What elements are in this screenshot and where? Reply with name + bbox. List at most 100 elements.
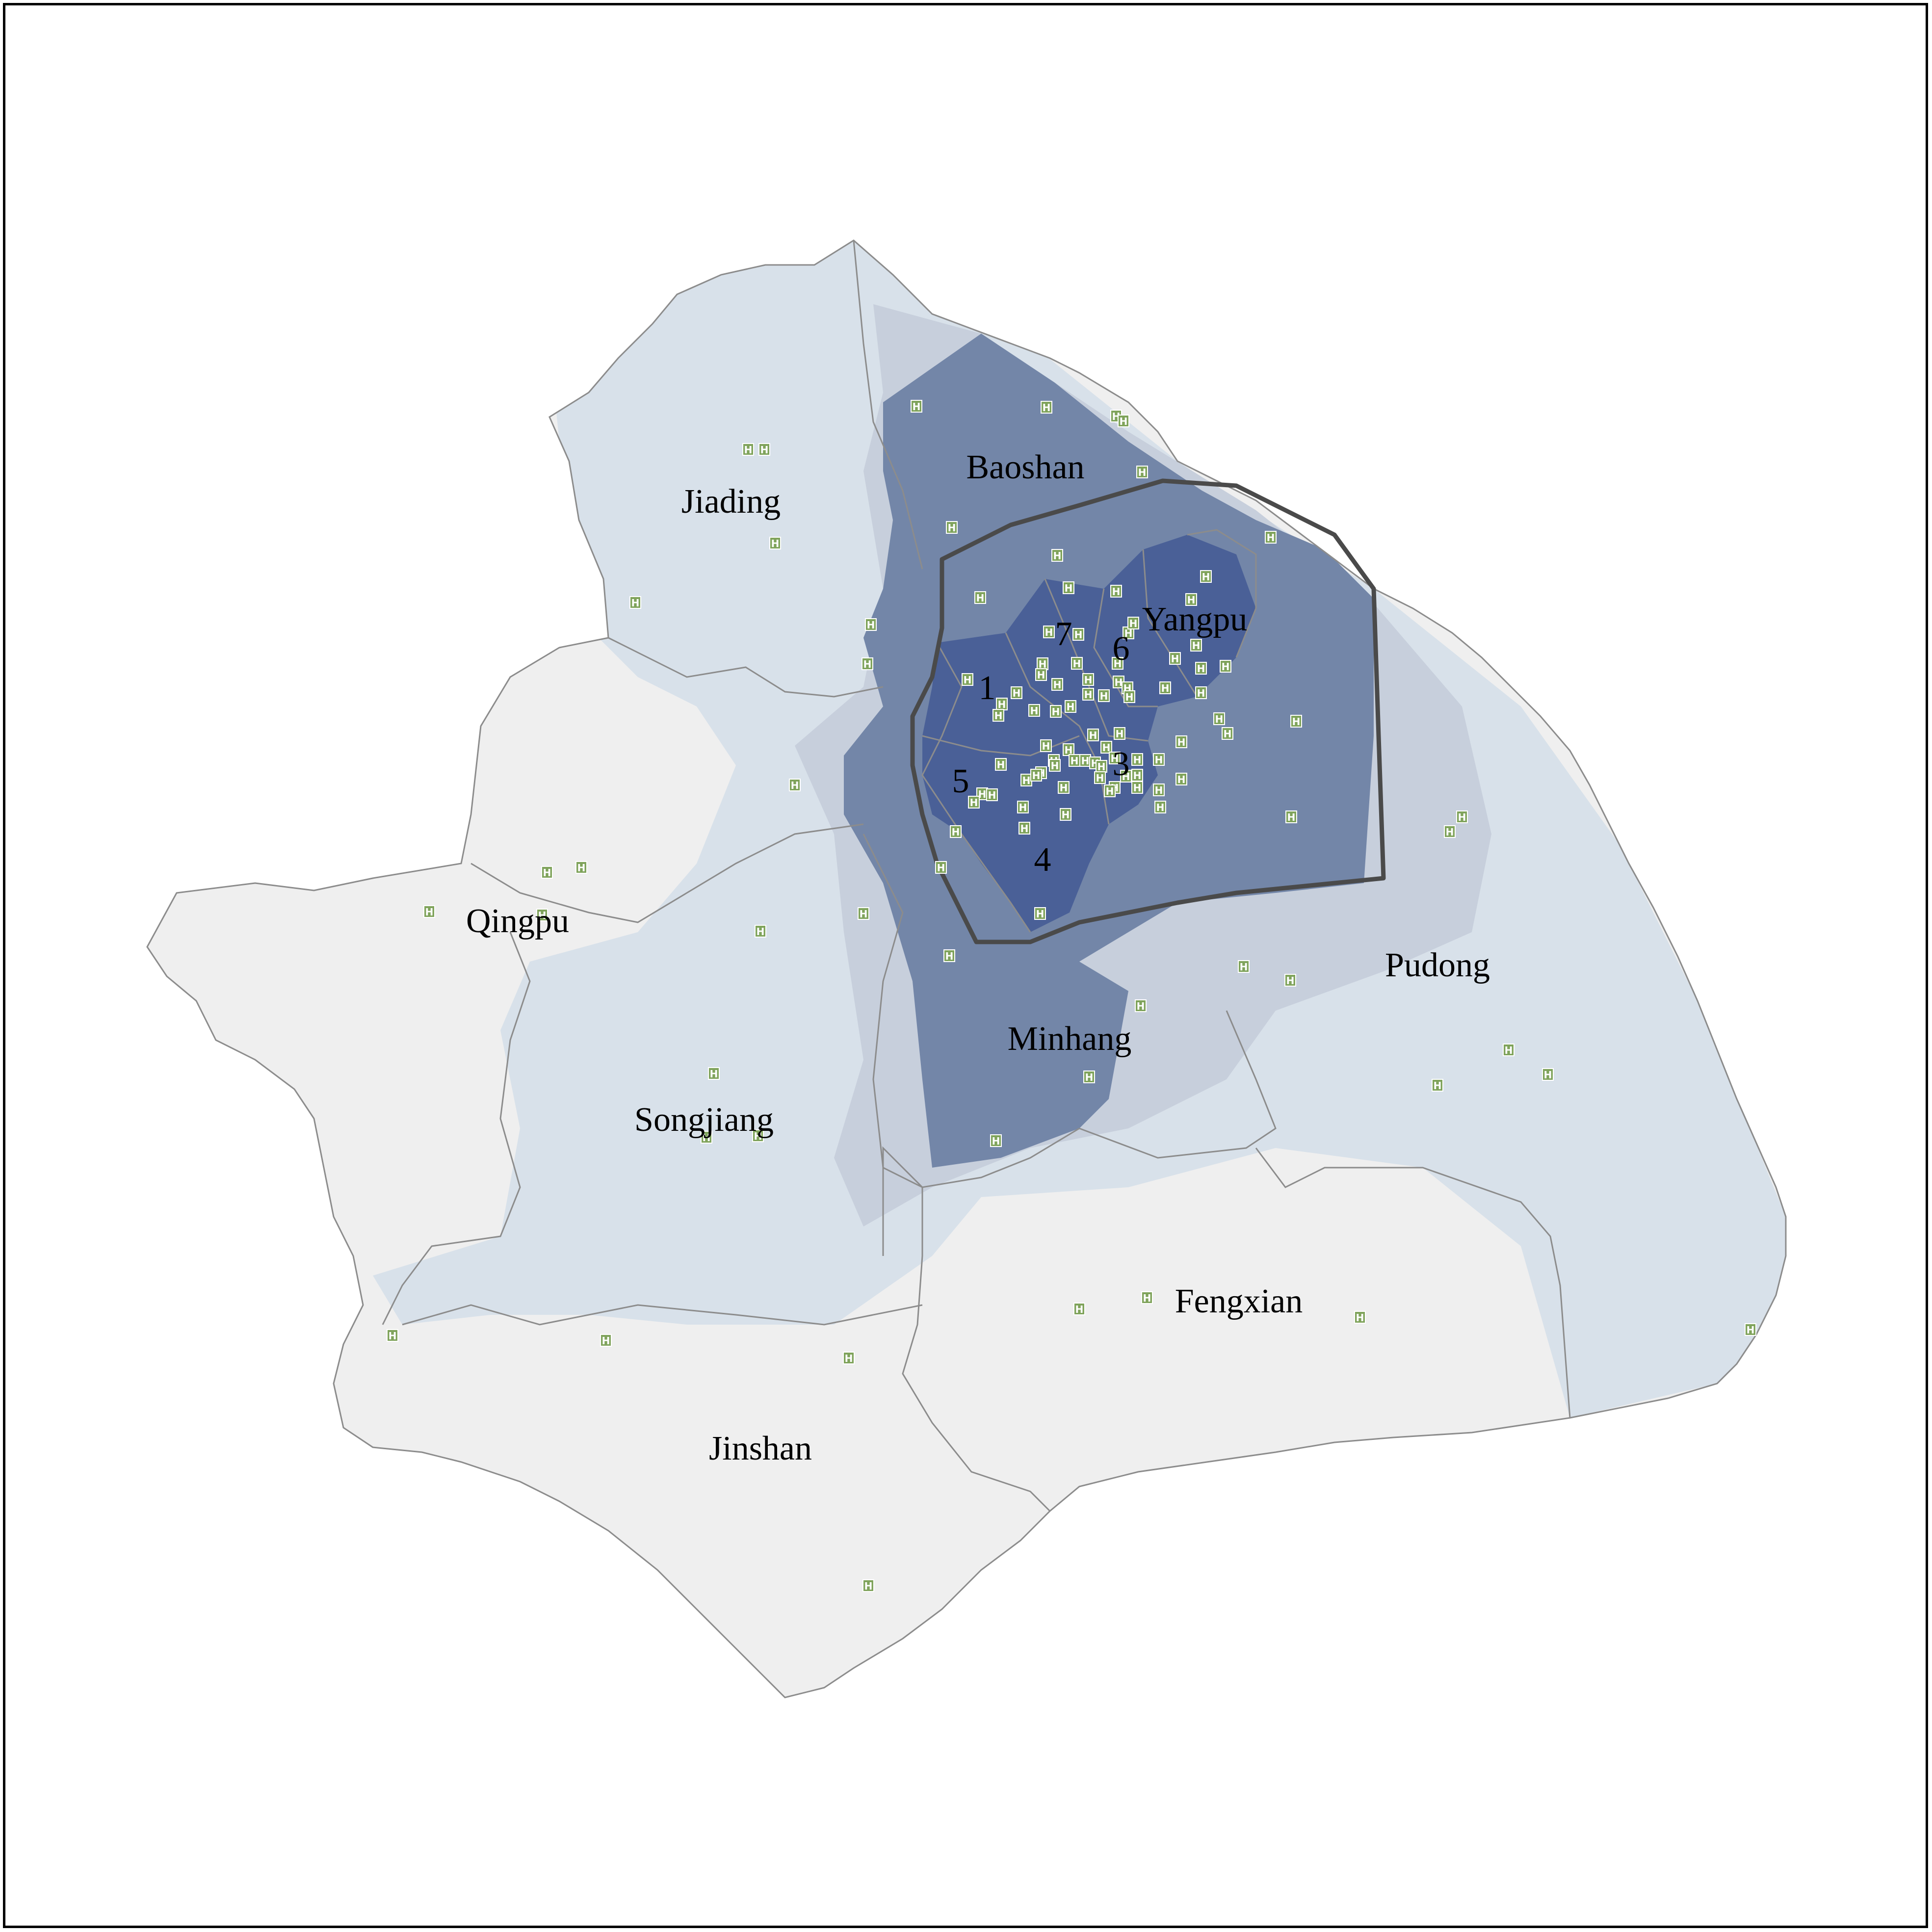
svg-text:H: H xyxy=(771,538,780,549)
svg-text:H: H xyxy=(1137,1000,1145,1012)
svg-text:H: H xyxy=(703,1132,711,1144)
svg-text:H: H xyxy=(1116,728,1124,740)
hospital-icon: H xyxy=(1169,652,1181,665)
svg-text:H: H xyxy=(1133,770,1142,782)
hospital-icon: H xyxy=(865,618,877,631)
svg-text:H: H xyxy=(1292,716,1301,728)
svg-text:H: H xyxy=(1133,754,1142,766)
hospital-icon: H xyxy=(1123,690,1135,703)
hospital-icon: H xyxy=(387,1329,398,1342)
hospital-icon: H xyxy=(1153,783,1165,796)
svg-text:H: H xyxy=(1120,416,1128,427)
hospital-icon: H xyxy=(962,673,973,686)
svg-text:H: H xyxy=(1065,582,1073,594)
hospital-icon: H xyxy=(1109,752,1121,764)
hospital-icon: H xyxy=(600,1334,612,1347)
hospital-icon: H xyxy=(1050,705,1062,718)
ring-road xyxy=(910,478,1386,944)
hospital-icon: H xyxy=(1096,760,1107,773)
svg-text:H: H xyxy=(1043,402,1051,414)
hospital-icon: H xyxy=(1098,689,1110,702)
hospital-icon: H xyxy=(911,400,922,413)
hospital-icon: H xyxy=(1131,781,1143,794)
svg-text:H: H xyxy=(1177,736,1186,748)
central-district-label-3: 3 xyxy=(1113,745,1130,783)
hospital-icon: H xyxy=(943,949,955,962)
hospital-icon: H xyxy=(946,521,958,534)
svg-text:H: H xyxy=(1115,677,1123,688)
hospital-icon: H xyxy=(1200,570,1212,583)
hospital-icon: H xyxy=(858,907,869,920)
svg-text:H: H xyxy=(1085,1071,1094,1083)
svg-text:H: H xyxy=(425,906,434,918)
svg-text:H: H xyxy=(1202,571,1210,583)
svg-text:H: H xyxy=(948,522,956,534)
svg-text:H: H xyxy=(1074,629,1083,641)
svg-text:H: H xyxy=(945,950,954,962)
svg-text:H: H xyxy=(997,759,1005,771)
hospital-icon: H xyxy=(1131,753,1143,766)
hospital-icon: H xyxy=(1120,770,1132,783)
hospital-icon: H xyxy=(1175,773,1187,785)
hospital-icon: H xyxy=(1354,1311,1366,1324)
hospital-icon: H xyxy=(1284,974,1296,987)
hospital-icon: H xyxy=(1222,727,1233,740)
svg-text:H: H xyxy=(1060,782,1068,794)
svg-text:H: H xyxy=(978,788,987,800)
hospital-icon: H xyxy=(423,905,435,918)
svg-text:H: H xyxy=(1240,961,1248,973)
svg-text:H: H xyxy=(744,444,753,456)
svg-text:H: H xyxy=(913,401,921,413)
hospital-icon: H xyxy=(1051,678,1063,691)
svg-text:H: H xyxy=(1505,1044,1513,1056)
hospital-icon: H xyxy=(752,1129,764,1142)
central-district-label-7: 7 xyxy=(1055,615,1072,653)
hospital-icon: H xyxy=(862,657,873,670)
hospital-icon: H xyxy=(1020,774,1032,786)
hospital-icon: H xyxy=(1432,1079,1443,1092)
hospital-icon: H xyxy=(974,591,986,604)
hospital-icon: H xyxy=(1444,825,1456,838)
district-label-fengxian: Fengxian xyxy=(1175,1282,1303,1320)
svg-text:H: H xyxy=(860,908,868,920)
hospital-icon: H xyxy=(1028,704,1040,717)
district-label-yangpu: Yangpu xyxy=(1142,600,1248,638)
hospital-icon: H xyxy=(755,925,766,938)
svg-text:H: H xyxy=(845,1353,853,1364)
hospital-icon: H xyxy=(1542,1068,1554,1081)
hospital-icon: H xyxy=(1018,822,1030,835)
svg-text:H: H xyxy=(543,867,551,879)
central-district-label-4: 4 xyxy=(1034,841,1051,879)
hospital-icon: H xyxy=(1285,810,1297,823)
svg-text:H: H xyxy=(998,699,1006,710)
svg-text:H: H xyxy=(1155,754,1163,766)
svg-text:H: H xyxy=(1356,1312,1364,1324)
svg-text:H: H xyxy=(1089,730,1097,741)
svg-text:H: H xyxy=(1019,802,1027,813)
hospital-icon: H xyxy=(1195,662,1207,675)
svg-text:H: H xyxy=(1096,772,1104,784)
hospital-icon: H xyxy=(1141,1291,1153,1304)
hospital-icon: H xyxy=(1104,784,1116,797)
svg-text:H: H xyxy=(1013,687,1021,699)
hospital-icon: H xyxy=(1112,657,1123,670)
hospital-icon: H xyxy=(708,1067,720,1080)
hospital-icon: H xyxy=(789,779,801,791)
svg-text:H: H xyxy=(863,658,872,670)
hospital-icon: H xyxy=(758,443,770,456)
svg-text:H: H xyxy=(631,597,640,609)
svg-text:H: H xyxy=(1114,658,1122,670)
svg-text:H: H xyxy=(1036,908,1044,920)
hospital-icon: H xyxy=(742,443,754,456)
svg-text:H: H xyxy=(1030,705,1039,717)
hospital-icon: H xyxy=(1114,727,1125,740)
district-label-qingpu: Qingpu xyxy=(466,902,569,940)
hospital-icon: H xyxy=(1063,581,1074,594)
svg-text:H: H xyxy=(1267,532,1275,544)
svg-text:H: H xyxy=(710,1068,718,1080)
svg-text:H: H xyxy=(1125,691,1134,703)
hospital-icon: H xyxy=(1195,686,1207,699)
hospital-icon: H xyxy=(1060,808,1071,821)
svg-text:H: H xyxy=(992,1135,1000,1147)
svg-text:H: H xyxy=(1084,689,1093,701)
